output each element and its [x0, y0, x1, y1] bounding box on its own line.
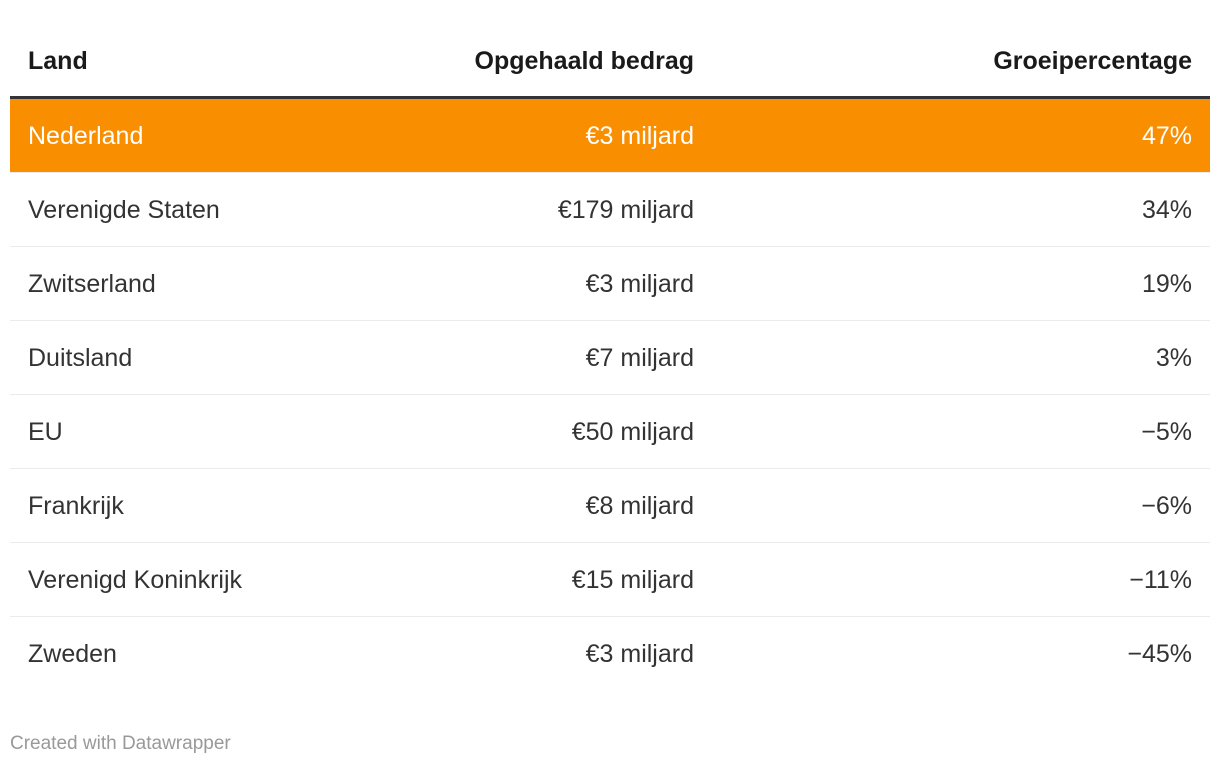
cell-bedrag: €8 miljard [585, 491, 694, 520]
cell-land: Verenigde Staten [28, 195, 220, 224]
table-row-verenigde-staten: Verenigde Staten €179 miljard 34% [10, 172, 1210, 247]
table-body: Nederland €3 miljard 47% Verenigde State… [10, 97, 1210, 691]
table-header: Land Opgehaald bedrag Groeipercentage [10, 46, 1210, 99]
cell-groei: 34% [1141, 195, 1192, 224]
table-row-duitsland: Duitsland €7 miljard 3% [10, 320, 1210, 395]
cell-land: Verenigd Koninkrijk [28, 565, 243, 594]
cell-land: Nederland [28, 121, 144, 150]
cell-bedrag: €3 miljard [585, 121, 694, 150]
cell-land: EU [28, 417, 63, 446]
datawrapper-credit: Created with Datawrapper [10, 733, 231, 754]
table-row-zwitserland: Zwitserland €3 miljard 19% [10, 246, 1210, 321]
cell-groei: −45% [1127, 639, 1192, 668]
cell-groei: 19% [1141, 269, 1192, 298]
cell-bedrag: €3 miljard [585, 639, 694, 668]
cell-bedrag: €179 miljard [557, 195, 694, 224]
cell-land: Zweden [28, 639, 117, 668]
country-funding-table: Land Opgehaald bedrag Groeipercentage Ne… [10, 46, 1210, 690]
cell-groei: −11% [1129, 565, 1192, 594]
cell-land: Frankrijk [28, 491, 124, 520]
table-row-frankrijk: Frankrijk €8 miljard −6% [10, 468, 1210, 543]
column-header-groeipercentage: Groeipercentage [712, 46, 1210, 99]
cell-land: Zwitserland [28, 269, 156, 298]
cell-land: Duitsland [28, 343, 133, 372]
table-row-nederland: Nederland €3 miljard 47% [10, 97, 1210, 173]
cell-bedrag: €50 miljard [571, 417, 694, 446]
cell-groei: −6% [1141, 491, 1192, 520]
header-row: Land Opgehaald bedrag Groeipercentage [10, 46, 1210, 99]
column-header-opgehaald-bedrag: Opgehaald bedrag [370, 46, 712, 99]
cell-groei: −5% [1141, 417, 1192, 446]
cell-bedrag: €15 miljard [571, 565, 694, 594]
cell-bedrag: €7 miljard [585, 343, 694, 372]
table-row-zweden: Zweden €3 miljard −45% [10, 616, 1210, 691]
cell-groei: 3% [1155, 343, 1192, 372]
column-header-land: Land [10, 46, 370, 99]
cell-groei: 47% [1141, 121, 1192, 150]
table-row-eu: EU €50 miljard −5% [10, 394, 1210, 469]
table-row-verenigd-koninkrijk: Verenigd Koninkrijk €15 miljard −11% [10, 542, 1210, 617]
cell-bedrag: €3 miljard [585, 269, 694, 298]
table-container: Land Opgehaald bedrag Groeipercentage Ne… [10, 46, 1210, 690]
